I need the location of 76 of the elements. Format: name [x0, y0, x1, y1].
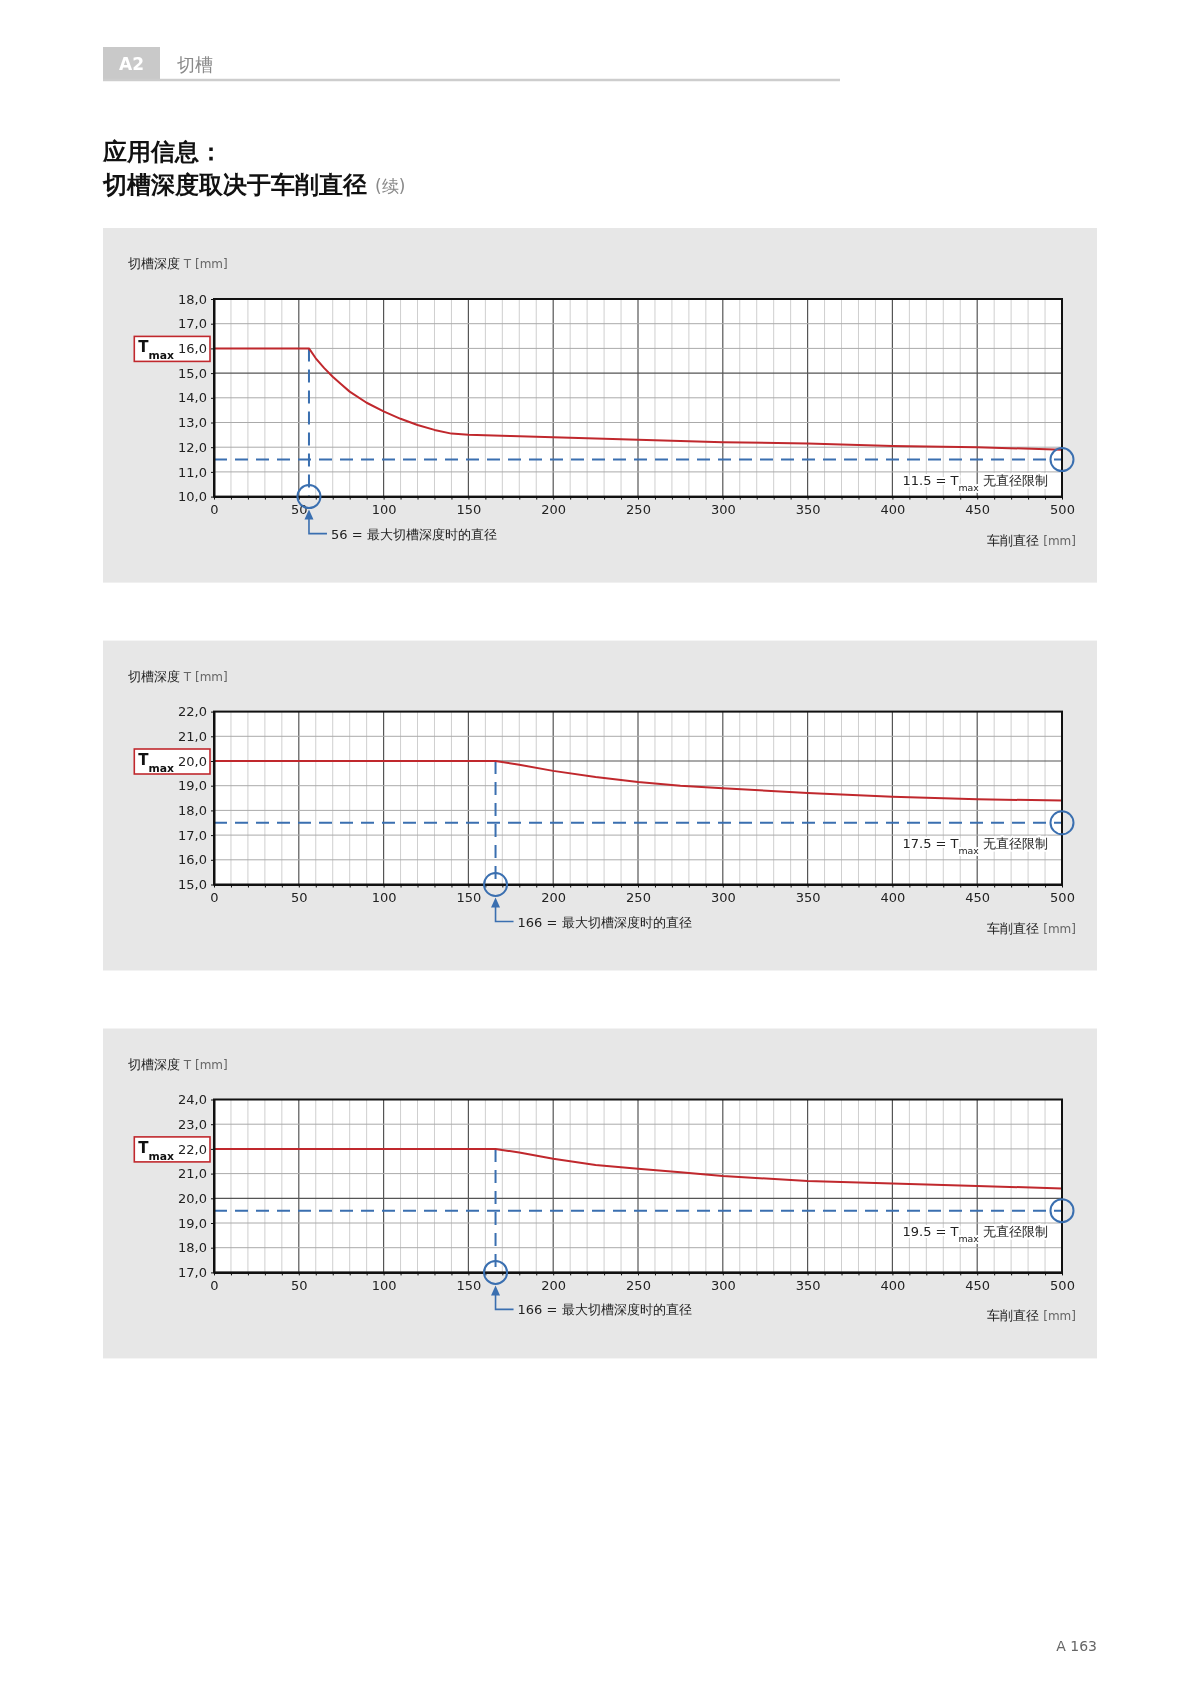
line-series: [213, 760, 1063, 802]
y-tick-label: 20,0: [178, 753, 207, 769]
y-tick-label: 14,0: [178, 390, 207, 406]
x-tick-label: 400: [880, 889, 906, 905]
x-tick-label: 350: [795, 501, 821, 517]
y-tick-label: 11,0: [178, 464, 207, 480]
x-tick-label: 200: [541, 889, 567, 905]
text: T$_{max}$: [138, 338, 175, 362]
y-tick-label: 24,0: [178, 1092, 207, 1108]
y-tick-label: 18,0: [178, 1240, 207, 1256]
text: A 163: [1056, 1638, 1097, 1654]
y-tick-label: 17,0: [178, 827, 207, 843]
x-tick-label: 0: [210, 889, 219, 905]
text: (续): [375, 176, 406, 196]
x-tick-label: 450: [965, 889, 991, 905]
y-tick-label: 20,0: [178, 1190, 207, 1206]
y-tick-label: 13,0: [178, 415, 207, 431]
x-tick-label: 50: [291, 889, 308, 905]
y-axis-title: 切槽深度 T [mm]: [128, 668, 228, 684]
y-tick-label: 18,0: [178, 803, 207, 819]
text: T$_{max}$: [138, 751, 175, 775]
y-tick-label: 19,0: [178, 1215, 207, 1231]
ref-line-label: 166 = 最大切槽深度时的直径: [517, 914, 692, 930]
x-tick-label: 300: [710, 501, 736, 517]
x-tick-label: 450: [965, 1277, 991, 1293]
x-tick-label: 400: [880, 501, 906, 517]
line-series: [213, 1147, 1063, 1190]
ref-line-label: 166 = 最大切槽深度时的直径: [517, 1302, 692, 1318]
y-tick-label: 18,0: [178, 291, 207, 307]
y-tick-label: 22,0: [178, 704, 207, 720]
y-tick-label: 15,0: [178, 365, 207, 381]
x-tick-label: 500: [1050, 1277, 1075, 1293]
x-tick-label: 300: [710, 1277, 736, 1293]
x-tick-label: 250: [626, 501, 651, 517]
ref-line-label: 56 = 最大切槽深度时的直径: [330, 526, 497, 542]
x-tick-label: 150: [456, 1277, 482, 1293]
y-tick-label: 19,0: [178, 778, 207, 794]
x-tick-label: 250: [626, 1277, 651, 1293]
x-tick-label: 450: [965, 501, 991, 517]
y-axis-title: 切槽深度 T [mm]: [128, 256, 228, 271]
x-axis-title: 车削直径 [mm]: [987, 920, 1076, 936]
y-tick-label: 21,0: [178, 1166, 207, 1182]
y-axis-title: 切槽深度 T [mm]: [128, 1056, 228, 1072]
x-tick-label: 100: [371, 501, 397, 517]
x-tick-label: 100: [371, 889, 397, 905]
x-tick-label: 500: [1050, 501, 1075, 517]
y-tick-label: 12,0: [178, 439, 207, 455]
y-tick-label: 16,0: [178, 341, 207, 357]
x-tick-label: 350: [795, 1277, 821, 1293]
y-tick-label: 10,0: [178, 489, 207, 505]
x-tick-label: 0: [210, 501, 219, 517]
x-tick-label: 100: [371, 1277, 397, 1293]
y-tick-label: 16,0: [178, 852, 207, 868]
y-tick-label: 17,0: [178, 316, 207, 332]
x-tick-label: 200: [541, 501, 567, 517]
x-tick-label: 250: [626, 889, 651, 905]
text: 切槽: [177, 54, 213, 75]
x-tick-label: 200: [541, 1277, 567, 1293]
x-tick-label: 150: [456, 501, 482, 517]
y-tick-label: 22,0: [178, 1141, 207, 1157]
y-tick-label: 15,0: [178, 877, 207, 893]
x-tick-label: 50: [291, 1277, 308, 1293]
x-tick-label: 400: [880, 1277, 906, 1293]
x-tick-label: 350: [795, 889, 821, 905]
y-tick-label: 17,0: [178, 1265, 207, 1281]
chart-title: 应用信息：: [102, 138, 223, 166]
x-tick-label: 150: [456, 889, 482, 905]
x-tick-label: 0: [210, 1277, 219, 1293]
y-tick-label: 21,0: [178, 728, 207, 744]
x-tick-label: 300: [710, 889, 736, 905]
y-tick-label: 23,0: [178, 1116, 207, 1132]
x-axis-title: 车削直径 [mm]: [987, 1308, 1076, 1324]
text: T$_{max}$: [138, 1138, 175, 1163]
chart-subtitle: 切槽深度取决于车削直径: [102, 171, 367, 199]
x-tick-label: 500: [1050, 889, 1075, 905]
x-axis-title: 车削直径 [mm]: [987, 532, 1076, 548]
